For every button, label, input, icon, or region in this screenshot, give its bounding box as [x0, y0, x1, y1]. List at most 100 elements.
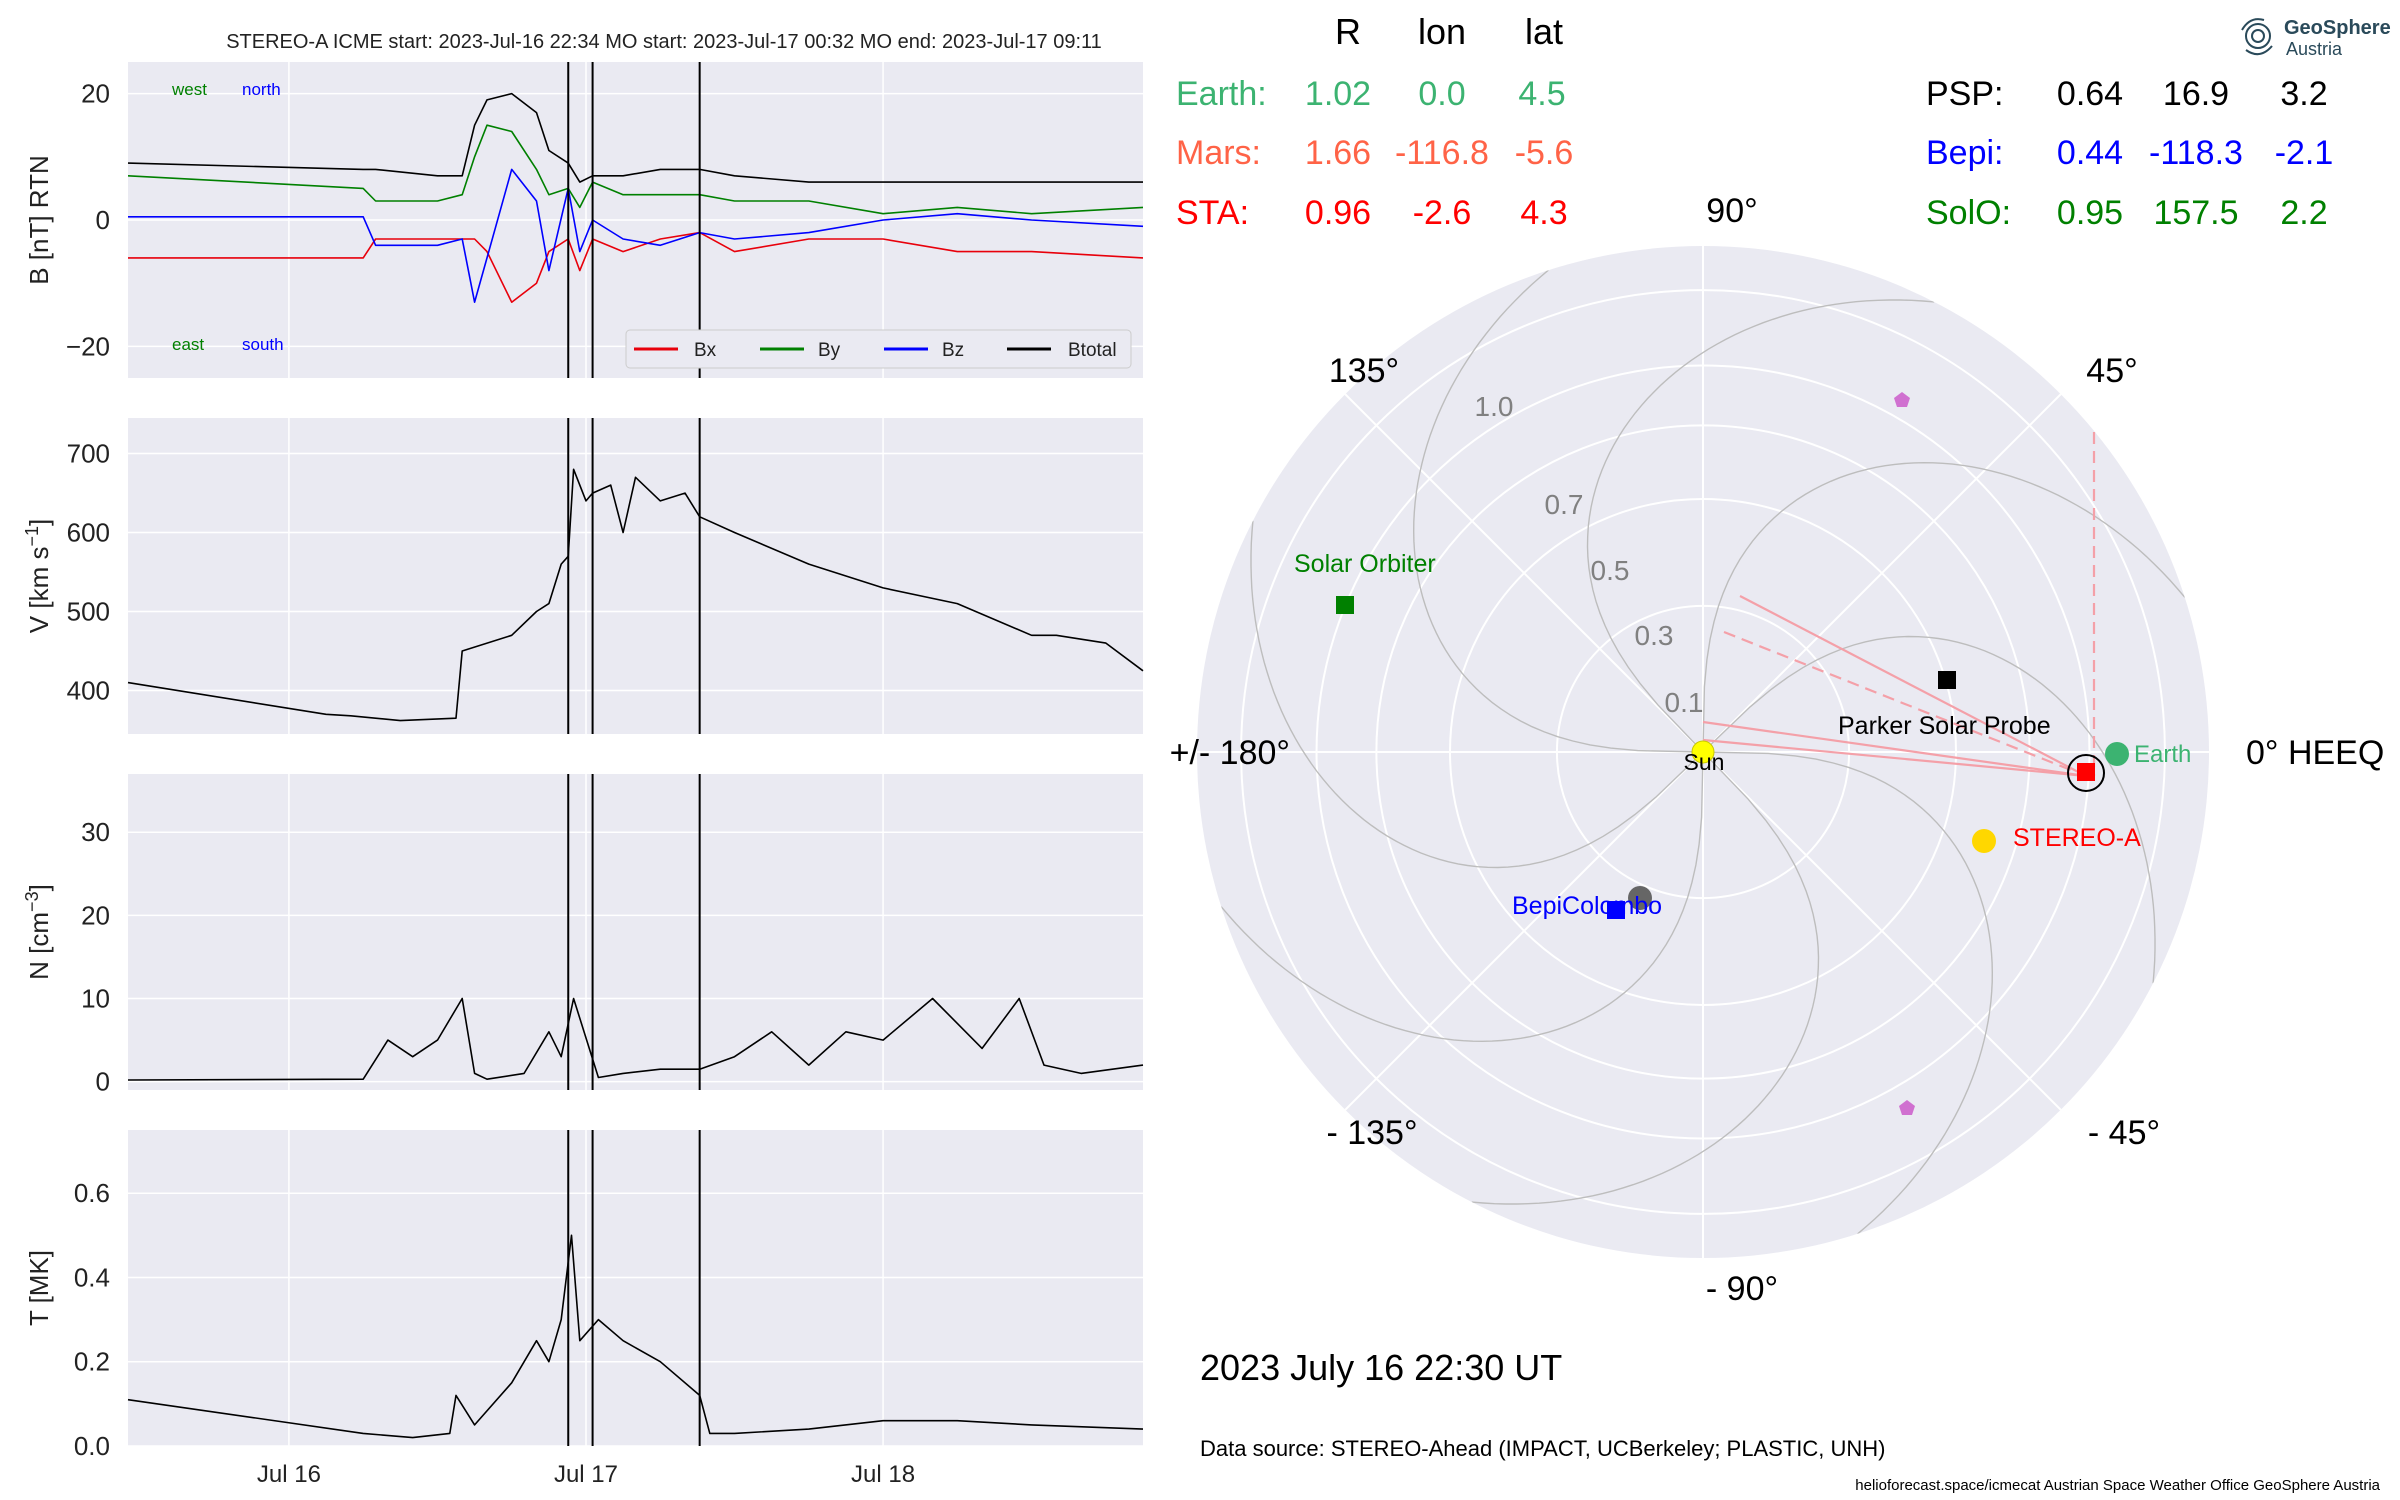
bepi-marker: [1607, 901, 1625, 919]
radial-label-1.0: 1.0: [1475, 391, 1514, 422]
row-R: 0.44: [2057, 134, 2123, 172]
sta-marker: [2077, 763, 2095, 781]
polar-grid: [1197, 246, 2209, 1258]
legend-bz: Bz: [942, 340, 964, 361]
row-sta: STA: 0.96 -2.6 4.3: [1176, 194, 1568, 232]
ylabel-sup: −1: [22, 526, 42, 547]
solo-label: Solar Orbiter: [1294, 550, 1436, 578]
parker-spiral-line: [1471, 751, 1820, 1205]
ylabel-main: N [cm: [24, 912, 54, 980]
row-lon: -2.6: [1413, 194, 1472, 232]
legend-btotal: Btotal: [1068, 340, 1117, 361]
angle-label-0: 0° HEEQ: [2246, 734, 2384, 772]
series-line-btotal: [127, 92, 1143, 183]
magnetic-field-panel: −20 0 20 B [nT] RTN: [24, 62, 1144, 378]
angle-label-minus45: - 45°: [2088, 1114, 2160, 1152]
row-lon: -116.8: [1395, 134, 1489, 172]
cme-line-upper: [1739, 595, 2087, 777]
series-line-data: [127, 468, 1144, 722]
y-tick-label: 600: [67, 518, 110, 548]
sun-label: Sun: [1684, 749, 1725, 775]
parker-spiral-line: [1702, 751, 1994, 1235]
angle-label-minus90: - 90°: [1706, 1270, 1778, 1308]
parker-spiral-line: [1250, 520, 1704, 869]
y-tick-label: 20: [81, 79, 110, 109]
row-R: 0.96: [1305, 194, 1371, 232]
geosphere-logo: GeoSphere Austria: [2241, 17, 2391, 59]
ylabel-end: ]: [24, 884, 54, 891]
logo-line2: Austria: [2286, 39, 2343, 59]
annotation-east: east: [172, 335, 204, 354]
row-name: Earth:: [1176, 75, 1267, 113]
row-earth: Earth: 1.02 0.0 4.5: [1176, 75, 1566, 113]
y-tick-label: −20: [66, 331, 110, 361]
annotation-west: west: [171, 80, 207, 99]
sta-label: STEREO-A: [2013, 824, 2141, 852]
annotation-north: north: [242, 80, 281, 99]
row-name: Bepi:: [1926, 134, 2004, 172]
row-mars: Mars: 1.66 -116.8 -5.6: [1176, 134, 1573, 172]
y-tick-label: 0.2: [74, 1347, 110, 1377]
ylabel-main: V [km s: [24, 547, 54, 634]
parker-spiral-line: [1412, 269, 1704, 753]
radial-label-0.1: 0.1: [1665, 687, 1704, 718]
y-tick-label: 10: [81, 984, 110, 1014]
row-name: PSP:: [1926, 75, 2003, 113]
y-tick-label: 0.4: [74, 1262, 110, 1292]
row-R: 1.02: [1305, 75, 1371, 113]
parker-spiral-line: [1586, 299, 1935, 753]
angular-gridline: [1702, 393, 2062, 753]
psp-label: Parker Solar Probe: [1838, 712, 2051, 740]
series-line-data: [127, 997, 1144, 1081]
y-tick-label: 30: [81, 817, 110, 847]
row-name: STA:: [1176, 194, 1249, 232]
y-axis-label: N [cm−3]: [22, 884, 54, 980]
positions-table: R lon lat Earth: 1.02 0.0 4.5 Mars: 1.66…: [1176, 11, 2333, 232]
series-line-data: [127, 1234, 1144, 1439]
row-solo: SolO: 0.95 157.5 2.2: [1926, 194, 2328, 232]
y-tick-label: 0: [96, 205, 110, 235]
angle-label-135: 135°: [1329, 352, 1399, 390]
y-tick-label: 0: [96, 1067, 110, 1097]
legend-bx: Bx: [694, 340, 717, 361]
density-panel: 0 10 20 30 N [cm−3]: [22, 774, 1144, 1097]
planet-marker-lower: [1899, 1100, 1915, 1115]
y-tick-label: 20: [81, 900, 110, 930]
ylabel-sup: −3: [22, 891, 42, 912]
angle-label-90: 90°: [1706, 192, 1757, 230]
row-psp: PSP: 0.64 16.9 3.2: [1926, 75, 2328, 113]
row-lat: 4.3: [1520, 194, 1567, 232]
cme-line-mid: [1702, 720, 2087, 778]
polar-orbit-plot: 0.1 0.3 0.5 0.7 1.0 90° 45° 0° HEEQ - 45…: [1170, 192, 2385, 1308]
row-R: 0.64: [2057, 75, 2123, 113]
cme-line-dashed: [1723, 630, 2087, 778]
row-name: Mars:: [1176, 134, 1261, 172]
parker-spiral-line: [1702, 635, 2156, 984]
bepi-label: BepiColombo: [1512, 892, 1662, 920]
row-lon: 157.5: [2153, 194, 2238, 232]
angular-gridline: [1344, 751, 1704, 1111]
row-lat: 4.5: [1518, 75, 1565, 113]
geosphere-swirl-icon: [2241, 18, 2273, 56]
parker-spirals: [1220, 269, 2186, 1235]
y-tick-label: 0.0: [74, 1431, 110, 1461]
speed-panel: 400 500 600 700 V [km s−1]: [22, 418, 1144, 734]
x-tick-label: Jul 18: [851, 1461, 915, 1488]
panel-background: [128, 1130, 1143, 1446]
angular-gridline: [1344, 393, 1704, 753]
solo-marker: [1336, 596, 1354, 614]
annotation-south: south: [242, 335, 284, 354]
y-axis-label: B [nT] RTN: [24, 155, 54, 285]
header-lon: lon: [1418, 11, 1466, 52]
row-lat: -5.6: [1515, 134, 1574, 172]
series-line-bz: [128, 168, 1144, 304]
angle-label-45: 45°: [2086, 352, 2137, 390]
temperature-panel: 0.0 0.2 0.4 0.6 T [MK]: [24, 1130, 1144, 1461]
row-name: SolO:: [1926, 194, 2011, 232]
row-lat: -2.1: [2275, 134, 2334, 172]
y-tick-label: 400: [67, 676, 110, 706]
row-bepi: Bepi: 0.44 -118.3 -2.1: [1926, 134, 2333, 172]
series-line-bx: [128, 231, 1144, 304]
sta-ring: [2067, 754, 2105, 792]
y-tick-label: 700: [67, 439, 110, 469]
